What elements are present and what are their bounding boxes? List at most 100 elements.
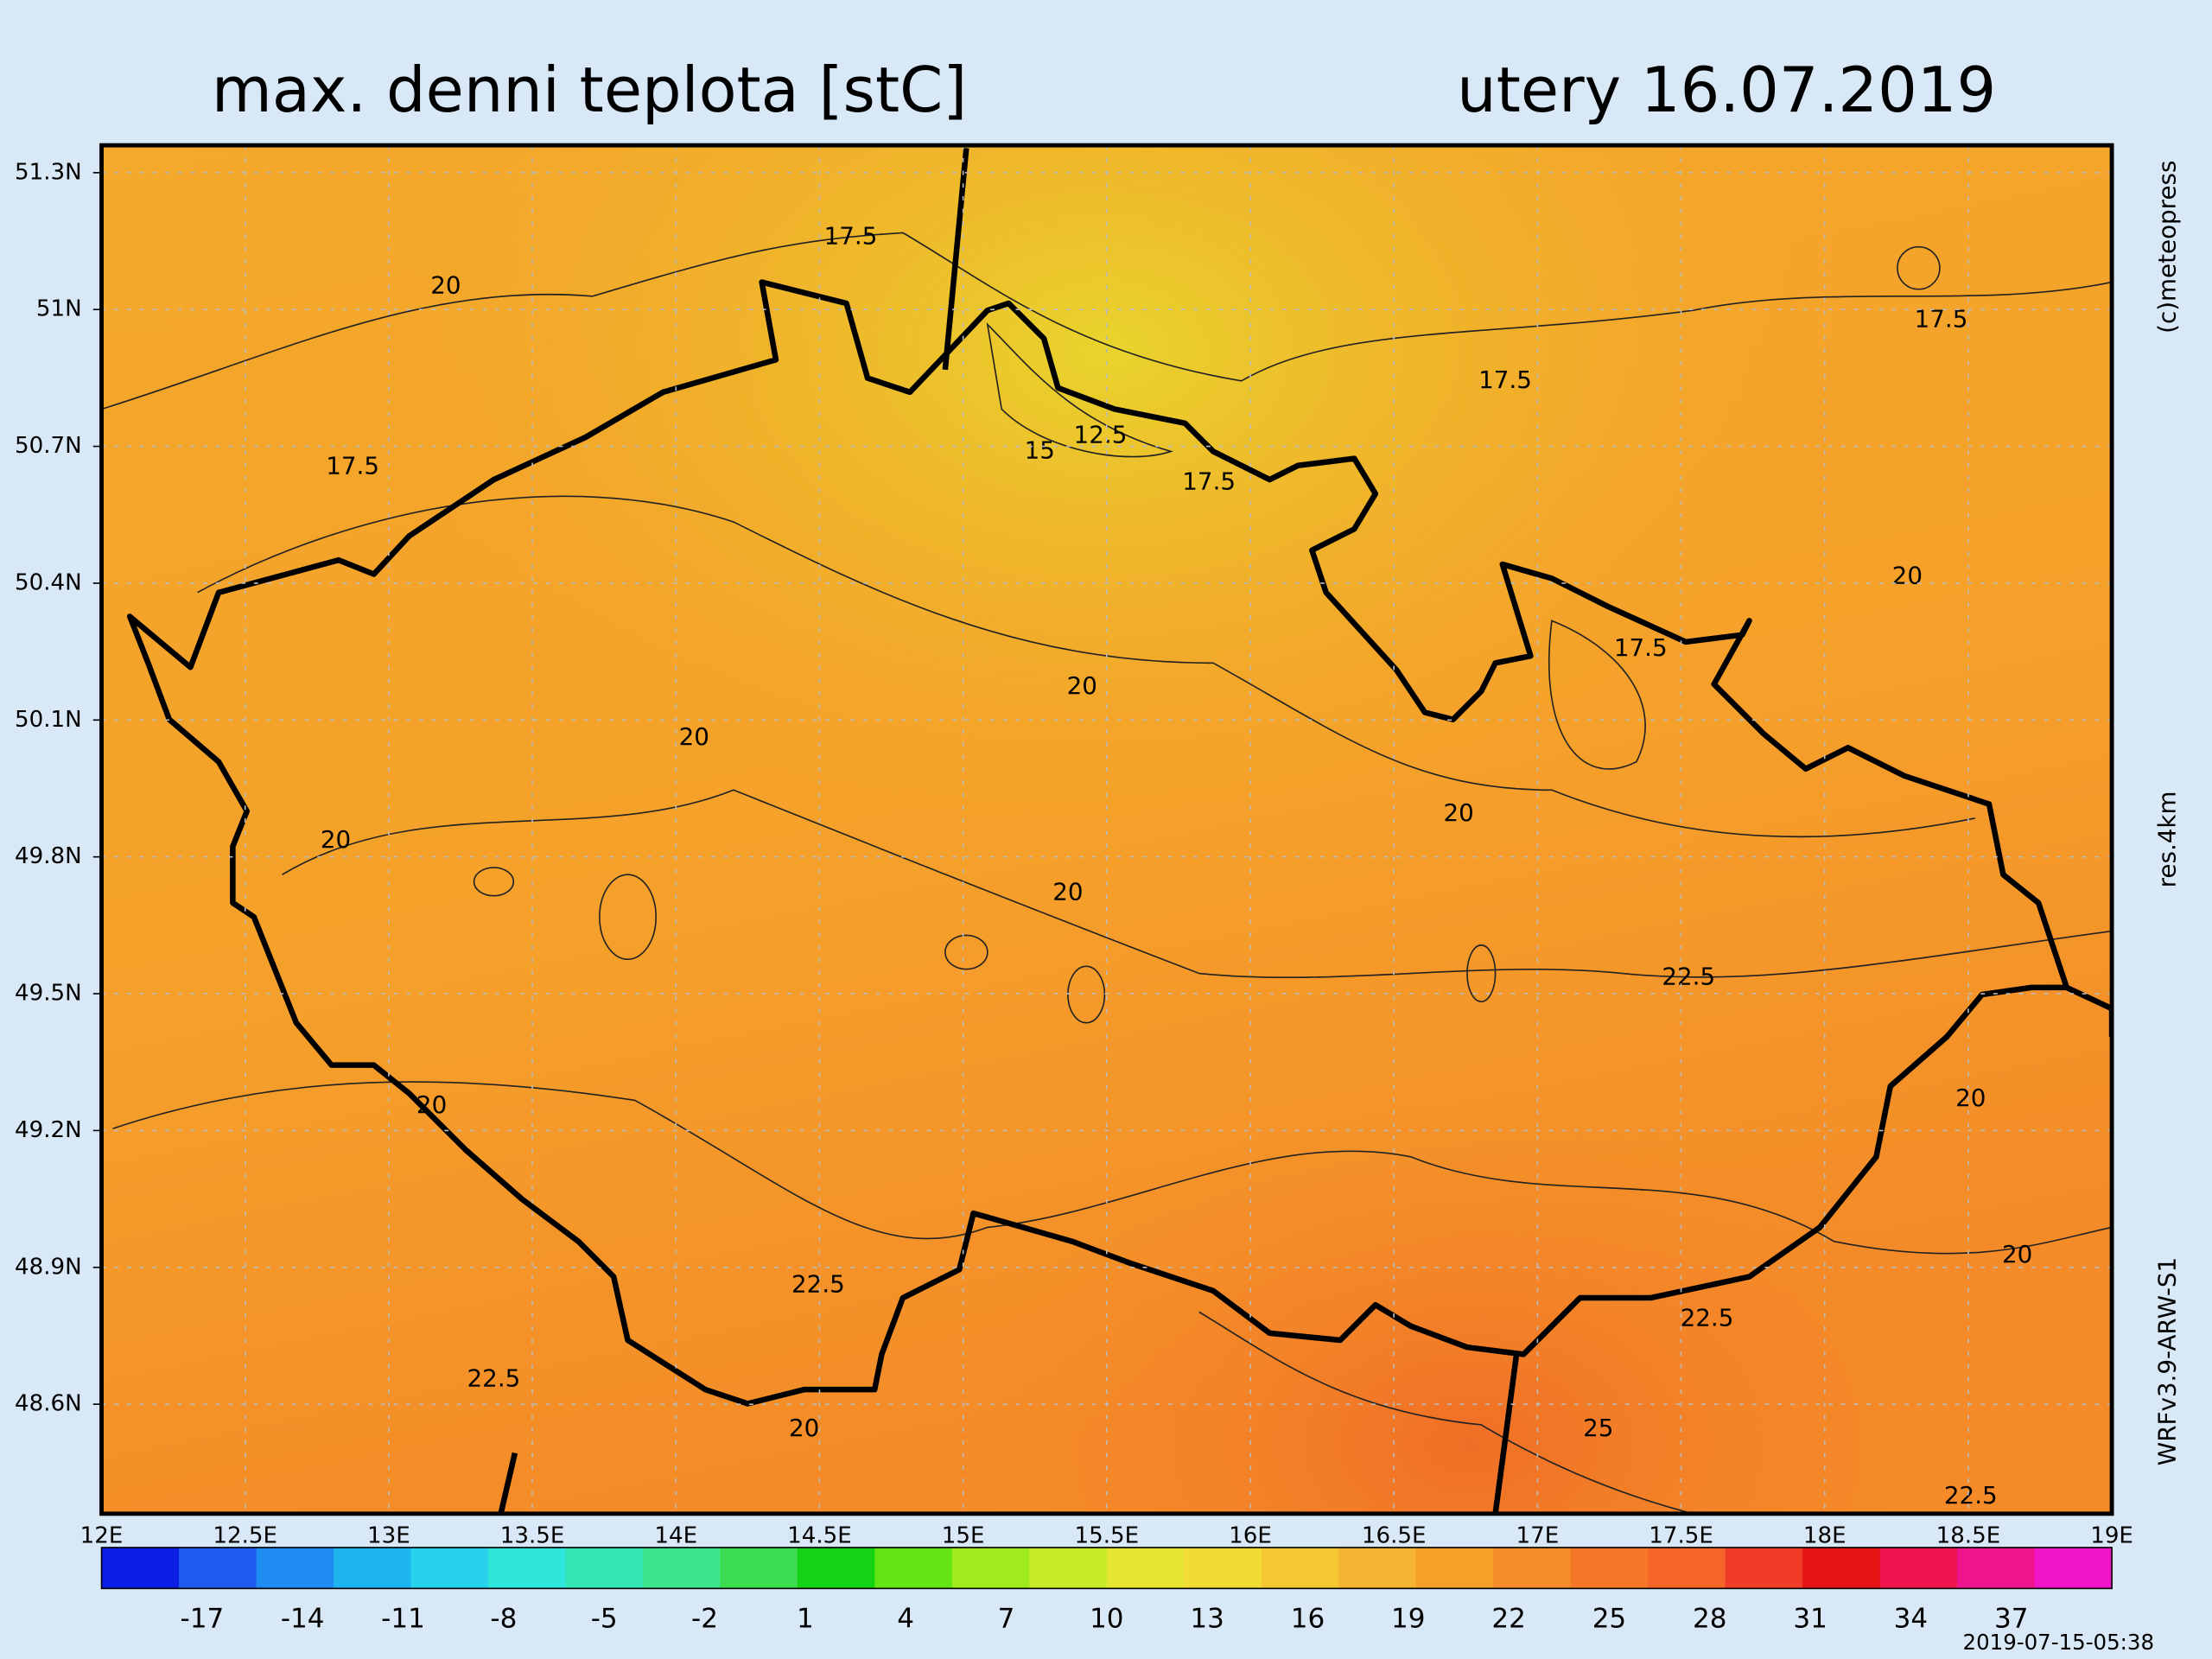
title: max. denni teplota [stC]: [212, 54, 967, 126]
colorbar-box: [797, 1548, 876, 1589]
lat-tick-label: 50.1N: [15, 707, 82, 733]
colorbar-box: [1570, 1548, 1649, 1589]
map-frame: [99, 143, 2114, 1516]
lon-tick-label: 15E: [942, 1522, 985, 1548]
lon-tick-label: 13E: [367, 1522, 410, 1548]
borders: [126, 148, 2113, 1514]
colorbar-box: [1261, 1548, 1340, 1589]
contour-label: 20: [1955, 1084, 1986, 1112]
colorbar-box: [101, 1548, 180, 1589]
copyright: (c)meteopress: [2152, 161, 2181, 334]
colorbar-box: [1106, 1548, 1185, 1589]
colorbar-box: [1029, 1548, 1108, 1589]
colorbar: -17 -14 -11 -8 -5 -2 1 4 7 10 13 16 19 22 25 28 31 34 37: [100, 1547, 2113, 1634]
colorbar-label: 25: [1592, 1603, 1626, 1634]
contours: [101, 232, 2113, 1514]
lon-tick-label: 18E: [1803, 1522, 1847, 1548]
contour-label: 20: [1052, 877, 1083, 906]
map-area: 17.5 20 17.5 12.5 15 17.5 17.5 17.5 20 17.5 20 20 20…: [101, 145, 2113, 1514]
lat-tick-label: 48.6N: [15, 1391, 82, 1417]
contour-label: 22.5: [1681, 1304, 1734, 1332]
colorbar-label: -17: [181, 1603, 225, 1634]
colorbar-label: 37: [1994, 1603, 2028, 1634]
colorbar-box: [179, 1548, 257, 1589]
date: utery 16.07.2019: [1457, 54, 1996, 126]
colorbar-box: [1184, 1548, 1262, 1589]
colorbar-label: 19: [1391, 1603, 1425, 1634]
colorbar-box: [2034, 1548, 2113, 1589]
colorbar-box: [1338, 1548, 1417, 1589]
lat-tick-label: 49.5N: [15, 981, 82, 1007]
lon-tick-label: 14.5E: [787, 1522, 852, 1548]
colorbar-label: -11: [381, 1603, 425, 1634]
colorbar-label: 34: [1894, 1603, 1928, 1634]
contour-label: 17.5: [1614, 633, 1668, 662]
contour-label: 12.5: [1074, 420, 1128, 448]
lon-tick-label: 16.5E: [1362, 1522, 1427, 1548]
lon-tick-label: 17.5E: [1649, 1522, 1713, 1548]
colorbar-box: [720, 1548, 798, 1589]
colorbar-box: [1725, 1548, 1803, 1589]
colorbar-label: 31: [1793, 1603, 1827, 1634]
colorbar-box: [1493, 1548, 1572, 1589]
grid: [101, 145, 2113, 1514]
colorbar-label: 1: [797, 1603, 814, 1634]
colorbar-box: [642, 1548, 721, 1589]
contour-label: 20: [416, 1090, 447, 1119]
contour-label: 22.5: [791, 1269, 845, 1298]
timestamp: 2019-07-15-05:38: [1963, 1630, 2155, 1655]
colorbar-box: [410, 1548, 489, 1589]
lon-tick-label: 14E: [654, 1522, 697, 1548]
colorbar-box: [1648, 1548, 1726, 1589]
colorbar-label: 13: [1190, 1603, 1224, 1634]
colorbar-label: 16: [1291, 1603, 1325, 1634]
colorbar-label: 7: [998, 1603, 1015, 1634]
colorbar-box: [874, 1548, 953, 1589]
contour-label: 20: [1067, 671, 1097, 700]
colorbar-label: 10: [1090, 1603, 1123, 1634]
contour-label: 17.5: [326, 451, 379, 480]
lat-tick-label: 50.7N: [15, 433, 82, 459]
lat-tick-label: 50.4N: [15, 569, 82, 595]
colorbar-box: [256, 1548, 334, 1589]
lon-tick-label: 17E: [1516, 1522, 1559, 1548]
contour-label: 20: [1444, 798, 1474, 827]
contour-label: 20: [679, 722, 709, 751]
colorbar-box: [1802, 1548, 1881, 1589]
lat-tick-label: 51N: [36, 296, 82, 322]
contour-label: 17.5: [1478, 365, 1532, 394]
contour-label: 22.5: [467, 1364, 521, 1393]
model: WRFv3.9-ARW-S1: [2152, 1257, 2181, 1465]
colorbar-label: -14: [281, 1603, 325, 1634]
lon-tick-label: 12.5E: [213, 1522, 277, 1548]
lat-tick-label: 49.8N: [15, 843, 82, 869]
colorbar-box: [565, 1548, 644, 1589]
colorbar-box: [1415, 1548, 1495, 1589]
lon-tick-label: 13.5E: [500, 1522, 565, 1548]
contour-label: 25: [1583, 1414, 1613, 1442]
lat-tick-label: 49.2N: [15, 1117, 82, 1143]
lon-tick-label: 12E: [80, 1522, 124, 1548]
colorbar-box: [333, 1548, 412, 1589]
warm-region: [101, 145, 2113, 1514]
contour-label: 20: [321, 825, 351, 854]
colorbar-label: 22: [1491, 1603, 1525, 1634]
lon-tick-label: 19E: [2090, 1522, 2133, 1548]
contour-label: 20: [789, 1414, 819, 1442]
colorbar-frame: [100, 1547, 2113, 1590]
resolution: res.4km: [2152, 791, 2181, 887]
contour-label: 22.5: [1662, 962, 1715, 990]
contour-label: 17.5: [824, 221, 878, 250]
lon-tick-label: 18.5E: [1936, 1522, 2001, 1548]
contour-label: 15: [1025, 435, 1055, 464]
lon-tick-label: 15.5E: [1074, 1522, 1139, 1548]
lat-tick-label: 48.9N: [15, 1254, 82, 1280]
colorbar-label: -2: [691, 1603, 718, 1634]
colorbar-label: -5: [591, 1603, 618, 1634]
contour-labels: 17.5 20 17.5 12.5 15 17.5 17.5 17.5 20 17.5 20 20 20…: [321, 221, 2032, 1510]
colorbar-label: 28: [1693, 1603, 1726, 1634]
contour-label: 20: [2002, 1240, 2032, 1268]
lat-tick-label: 51.3N: [15, 159, 82, 185]
